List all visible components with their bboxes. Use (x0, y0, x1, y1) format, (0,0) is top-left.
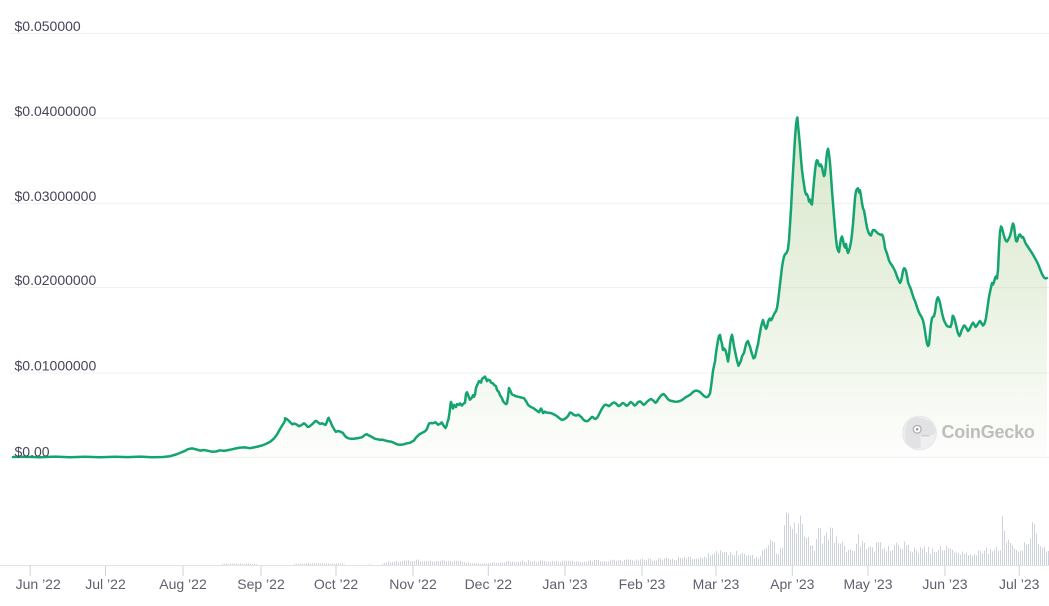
svg-text:Sep ’22: Sep ’22 (237, 576, 285, 592)
svg-text:CoinGecko: CoinGecko (942, 422, 1035, 442)
svg-text:May ’23: May ’23 (843, 576, 892, 592)
svg-text:Jun ’22: Jun ’22 (16, 576, 61, 592)
svg-text:$0.01000000: $0.01000000 (15, 358, 97, 374)
svg-text:Mar ’23: Mar ’23 (693, 576, 740, 592)
svg-text:$0.03000000: $0.03000000 (15, 188, 97, 204)
svg-text:Jan ’23: Jan ’23 (542, 576, 587, 592)
svg-text:Dec ’22: Dec ’22 (465, 576, 513, 592)
svg-text:$0.00: $0.00 (15, 444, 50, 460)
svg-text:Oct ’22: Oct ’22 (314, 576, 359, 592)
svg-text:$0.02000000: $0.02000000 (15, 272, 97, 288)
svg-text:Apr ’23: Apr ’23 (770, 576, 815, 592)
svg-text:Aug ’22: Aug ’22 (159, 576, 207, 592)
svg-text:$0.04000000: $0.04000000 (15, 103, 97, 119)
svg-text:Jul ’22: Jul ’22 (85, 576, 126, 592)
svg-text:Feb ’23: Feb ’23 (619, 576, 666, 592)
svg-text:Jun ’23: Jun ’23 (922, 576, 967, 592)
svg-text:$0.050000: $0.050000 (15, 18, 81, 34)
svg-text:Jul ’23: Jul ’23 (999, 576, 1040, 592)
svg-text:Nov ’22: Nov ’22 (389, 576, 437, 592)
